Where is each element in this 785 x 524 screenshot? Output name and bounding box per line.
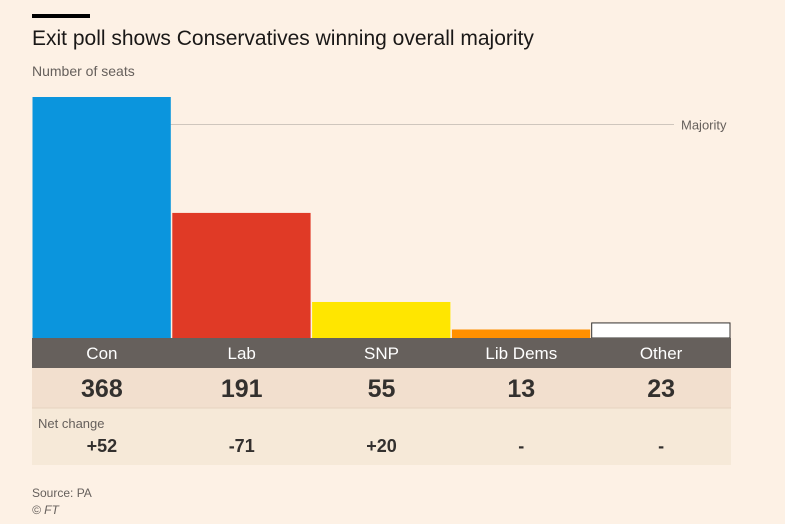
bar-con	[32, 97, 171, 338]
value-label-con: 368	[81, 375, 123, 403]
source-note: Source: PA	[32, 486, 92, 500]
net-change-label: Net change	[38, 416, 105, 431]
category-label-snp: SNP	[364, 344, 399, 363]
bar-lab	[172, 212, 311, 338]
value-label-snp: 55	[368, 375, 396, 403]
net-change-con: +52	[87, 436, 118, 456]
chart-title: Exit poll shows Conservatives winning ov…	[32, 27, 534, 50]
net-change-other: -	[658, 436, 664, 456]
value-label-lab: 191	[221, 375, 263, 403]
values-row-background	[32, 368, 731, 408]
net-change-row-background	[32, 408, 731, 465]
bar-snp	[312, 301, 451, 338]
value-label-lib-dems: 13	[507, 375, 535, 403]
category-header-strip	[32, 338, 731, 368]
chart-y-label: Number of seats	[32, 63, 135, 79]
bar-other	[591, 322, 731, 339]
copyright-note: © FT	[32, 503, 59, 517]
category-label-con: Con	[86, 344, 117, 363]
net-change-snp: +20	[366, 436, 397, 456]
category-label-other: Other	[640, 344, 683, 363]
value-label-other: 23	[647, 375, 675, 403]
bar-lib-dems	[451, 329, 591, 338]
net-change-lab: -71	[229, 436, 255, 456]
category-label-lab: Lab	[228, 344, 256, 363]
category-label-lib-dems: Lib Dems	[485, 344, 557, 363]
net-change-lib-dems: -	[518, 436, 524, 456]
majority-label: Majority	[681, 118, 727, 133]
top-accent-bar	[32, 14, 90, 18]
